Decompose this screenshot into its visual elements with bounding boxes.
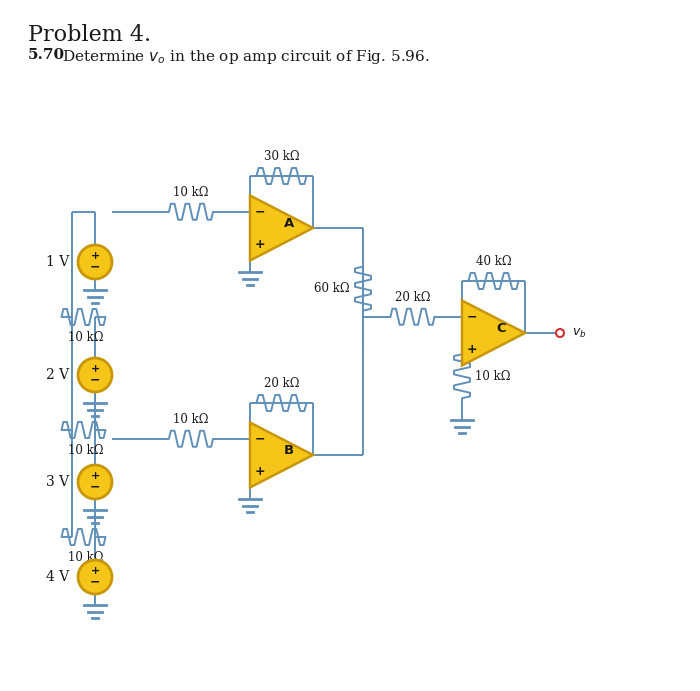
Circle shape (78, 245, 112, 279)
Text: 10 kΩ: 10 kΩ (68, 551, 104, 564)
Text: +: + (90, 566, 99, 576)
Text: C: C (496, 321, 506, 334)
Text: 10 kΩ: 10 kΩ (475, 370, 510, 383)
Polygon shape (462, 301, 525, 366)
Text: +: + (255, 238, 265, 251)
Text: 2 V: 2 V (46, 368, 69, 382)
Text: 10 kΩ: 10 kΩ (174, 186, 209, 199)
Polygon shape (250, 422, 313, 487)
Text: +: + (467, 343, 477, 356)
Text: 20 kΩ: 20 kΩ (395, 291, 430, 304)
Circle shape (78, 465, 112, 499)
Text: +: + (90, 364, 99, 374)
Text: 10 kΩ: 10 kΩ (68, 444, 104, 457)
Text: Problem 4.: Problem 4. (28, 24, 151, 46)
Text: 1 V: 1 V (46, 255, 69, 269)
Text: −: − (90, 374, 100, 386)
Text: +: + (90, 251, 99, 261)
Circle shape (556, 329, 564, 337)
Text: −: − (90, 480, 100, 493)
Text: +: + (255, 465, 265, 477)
Circle shape (78, 560, 112, 594)
Text: 30 kΩ: 30 kΩ (264, 150, 300, 163)
Text: 40 kΩ: 40 kΩ (476, 255, 511, 268)
Text: −: − (255, 433, 265, 445)
Text: −: − (90, 576, 100, 589)
Text: +: + (90, 471, 99, 481)
Text: B: B (284, 444, 294, 457)
Polygon shape (250, 196, 313, 261)
Text: −: − (467, 310, 477, 323)
Text: 60 kΩ: 60 kΩ (314, 282, 350, 295)
Text: 20 kΩ: 20 kΩ (264, 377, 300, 390)
Text: A: A (284, 216, 294, 229)
Text: 10 kΩ: 10 kΩ (174, 413, 209, 426)
Text: Determine $v_o$ in the op amp circuit of Fig. 5.96.: Determine $v_o$ in the op amp circuit of… (62, 48, 430, 66)
Text: 4 V: 4 V (46, 570, 69, 584)
Circle shape (78, 358, 112, 392)
Text: 3 V: 3 V (46, 475, 69, 489)
Text: −: − (90, 261, 100, 274)
Text: −: − (255, 205, 265, 218)
Text: 10 kΩ: 10 kΩ (68, 331, 104, 344)
Text: $v_b$: $v_b$ (572, 326, 587, 339)
Text: 5.70: 5.70 (28, 48, 65, 62)
